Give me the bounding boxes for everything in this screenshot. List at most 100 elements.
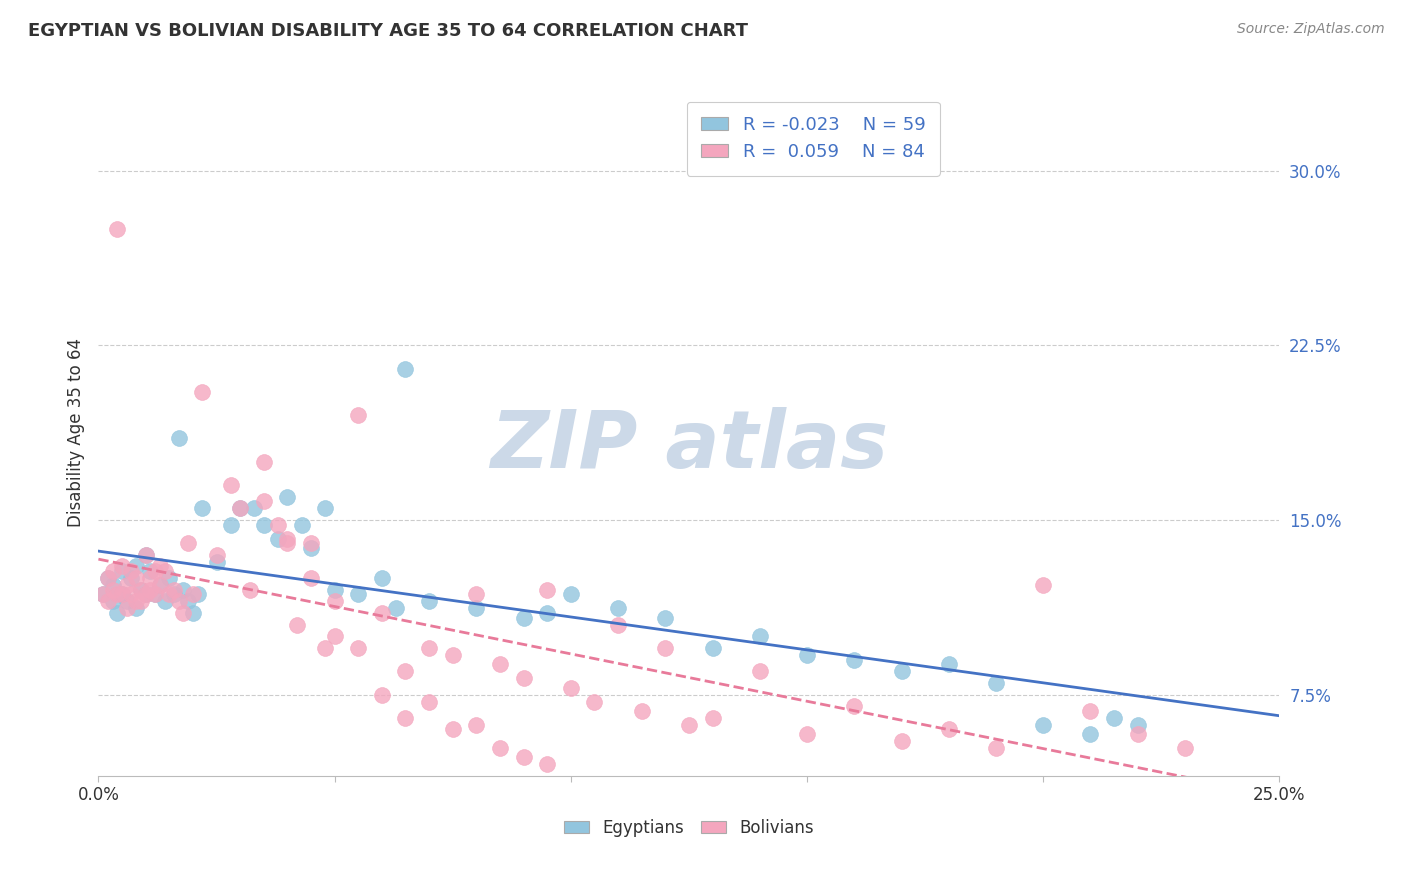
Point	[115, 601, 138, 615]
Point	[143, 587, 166, 601]
Point	[149, 559, 172, 574]
Point	[314, 640, 336, 655]
Point	[105, 606, 128, 620]
Point	[314, 501, 336, 516]
Point	[1032, 718, 1054, 732]
Point	[143, 564, 166, 578]
Point	[1080, 704, 1102, 718]
Point	[267, 517, 290, 532]
Point	[135, 587, 157, 601]
Point	[253, 517, 276, 532]
Point	[489, 741, 512, 756]
Point	[129, 582, 152, 597]
Point	[385, 601, 408, 615]
Point	[512, 750, 534, 764]
Point	[938, 723, 960, 737]
Point	[441, 723, 464, 737]
Point	[536, 582, 558, 597]
Point	[177, 594, 200, 608]
Point	[347, 640, 370, 655]
Point	[796, 648, 818, 662]
Point	[583, 694, 606, 708]
Point	[111, 564, 134, 578]
Point	[91, 587, 114, 601]
Point	[844, 699, 866, 714]
Point	[285, 617, 308, 632]
Point	[121, 571, 143, 585]
Point	[678, 718, 700, 732]
Point	[163, 582, 186, 597]
Point	[172, 606, 194, 620]
Point	[890, 665, 912, 679]
Point	[229, 501, 252, 516]
Point	[890, 734, 912, 748]
Point	[153, 594, 176, 608]
Point	[418, 694, 440, 708]
Point	[371, 571, 394, 585]
Point	[796, 727, 818, 741]
Point	[607, 617, 630, 632]
Point	[177, 536, 200, 550]
Point	[1102, 711, 1125, 725]
Point	[149, 578, 172, 592]
Point	[149, 578, 172, 592]
Point	[536, 757, 558, 772]
Point	[267, 532, 290, 546]
Point	[229, 501, 252, 516]
Point	[323, 629, 346, 643]
Point	[1126, 727, 1149, 741]
Point	[276, 532, 298, 546]
Point	[101, 564, 124, 578]
Point	[276, 490, 298, 504]
Point	[371, 606, 394, 620]
Point	[748, 629, 770, 643]
Point	[253, 494, 276, 508]
Point	[191, 501, 214, 516]
Point	[347, 587, 370, 601]
Point	[844, 652, 866, 666]
Text: ZIP atlas: ZIP atlas	[489, 408, 889, 485]
Point	[394, 361, 416, 376]
Y-axis label: Disability Age 35 to 64: Disability Age 35 to 64	[66, 338, 84, 527]
Point	[125, 594, 148, 608]
Point	[253, 455, 276, 469]
Point	[187, 587, 209, 601]
Point	[115, 578, 138, 592]
Point	[418, 640, 440, 655]
Point	[101, 578, 124, 592]
Point	[984, 741, 1007, 756]
Point	[129, 582, 152, 597]
Point	[243, 501, 266, 516]
Point	[560, 587, 582, 601]
Point	[111, 559, 134, 574]
Point	[219, 478, 242, 492]
Point	[654, 611, 676, 625]
Point	[1080, 727, 1102, 741]
Point	[143, 587, 166, 601]
Point	[607, 601, 630, 615]
Point	[465, 601, 488, 615]
Point	[157, 587, 180, 601]
Point	[1032, 578, 1054, 592]
Point	[1174, 741, 1197, 756]
Point	[512, 611, 534, 625]
Point	[748, 665, 770, 679]
Point	[938, 657, 960, 672]
Point	[111, 587, 134, 601]
Point	[536, 606, 558, 620]
Point	[135, 548, 157, 562]
Point	[135, 548, 157, 562]
Point	[153, 564, 176, 578]
Point	[371, 688, 394, 702]
Point	[702, 711, 724, 725]
Point	[101, 582, 124, 597]
Point	[323, 582, 346, 597]
Point	[115, 594, 138, 608]
Point	[512, 671, 534, 685]
Point	[167, 594, 190, 608]
Point	[290, 517, 312, 532]
Point	[97, 571, 120, 585]
Point	[105, 222, 128, 236]
Point	[1126, 718, 1149, 732]
Point	[121, 587, 143, 601]
